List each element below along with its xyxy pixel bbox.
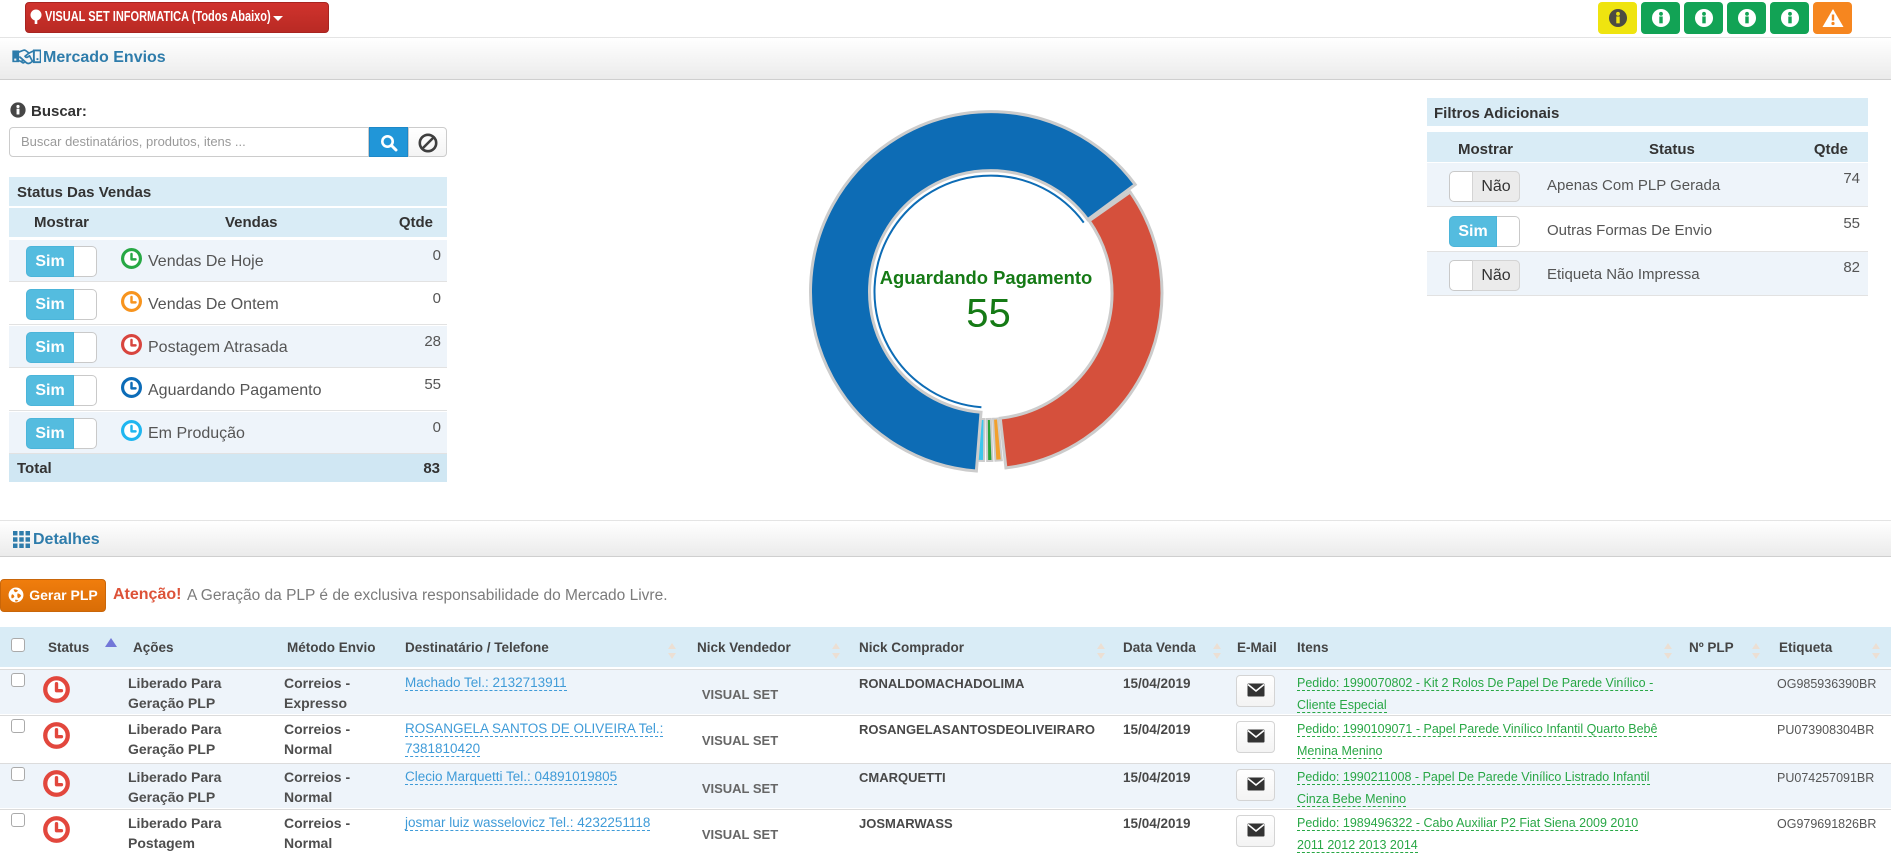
svg-text:55: 55	[966, 292, 1011, 336]
svg-text:Aguardando Pagamento: Aguardando Pagamento	[880, 267, 1093, 288]
